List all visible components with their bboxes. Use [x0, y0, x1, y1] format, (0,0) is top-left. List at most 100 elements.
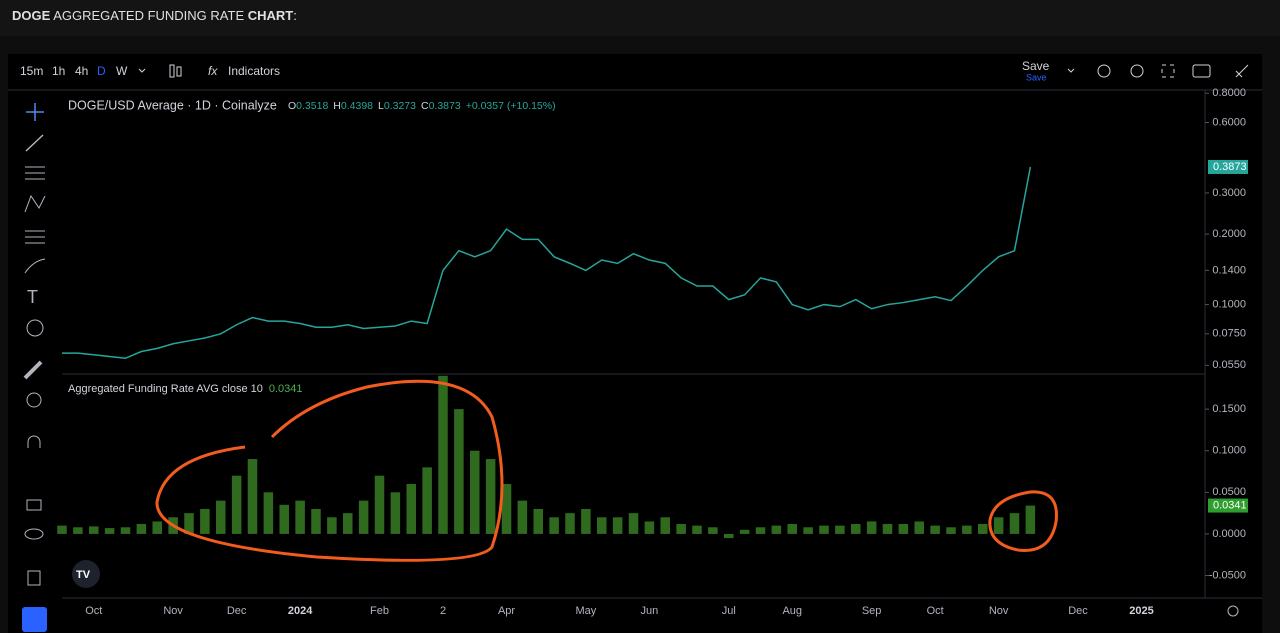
indicators-button[interactable]: Indicators [228, 64, 280, 78]
x-tick-label: Jun [641, 605, 659, 617]
crosshair-tool[interactable] [26, 103, 44, 121]
funding-bar [549, 517, 559, 534]
x-tick-label: Sep [862, 605, 882, 617]
funding-bar [311, 508, 321, 534]
projection-tool[interactable] [25, 230, 45, 244]
fx-icon[interactable]: fx [208, 64, 218, 78]
funding-bar [581, 508, 591, 534]
funding-bar [850, 523, 861, 534]
funding-bar [930, 525, 940, 534]
emoji-tool[interactable] [26, 319, 44, 337]
funding-bar [184, 513, 194, 534]
header-bar [0, 0, 1280, 36]
funding-bar [136, 523, 147, 534]
price-legend: DOGE/USD Average · 1D · Coinalyze [68, 98, 277, 112]
funding-bar [739, 529, 750, 534]
favorites-button[interactable] [22, 607, 47, 632]
price-line [62, 166, 1032, 359]
camera-icon[interactable] [1192, 64, 1211, 78]
text-tool[interactable]: T [27, 287, 38, 307]
ohlc-value: 0.4398 [341, 100, 373, 112]
title-part: CHART [248, 8, 294, 23]
funding-bar [390, 492, 401, 534]
candle-icon[interactable] [169, 64, 175, 78]
funding-bar [723, 533, 734, 539]
y-tick-label: 0.0550 [1212, 359, 1246, 371]
search-icon[interactable] [1097, 64, 1111, 78]
axis-settings[interactable] [1227, 605, 1239, 617]
y-tick-label: 0.1400 [1212, 264, 1246, 276]
ohlc-key: O [288, 100, 296, 112]
funding-value: 0.0341 [269, 383, 303, 395]
funding-bar [628, 513, 639, 534]
magnet-tool[interactable] [27, 435, 41, 448]
save-button[interactable]: Save [1022, 59, 1050, 73]
y-tick-label: 0.0000 [1212, 528, 1246, 540]
ohlc-value: 0.3273 [384, 100, 416, 112]
funding-bar [835, 525, 845, 534]
funding-bar [787, 523, 798, 534]
publish-icon[interactable] [1235, 64, 1249, 78]
funding-bar [692, 525, 702, 534]
funding-bar [962, 525, 972, 534]
title-part: : [293, 8, 297, 23]
interval[interactable]: 15m [20, 64, 43, 78]
chart-app [8, 54, 1262, 633]
ohlc-key: H [333, 100, 341, 112]
funding-bar [501, 484, 512, 534]
funding-bar [279, 504, 290, 534]
funding-bar [295, 500, 305, 534]
y-tick-label: 0.8000 [1212, 87, 1246, 99]
tv-logo[interactable] [72, 560, 100, 588]
funding-bar [485, 459, 496, 534]
y-tick-label: 0.3000 [1212, 187, 1246, 199]
dropdown-icon[interactable] [138, 68, 146, 73]
ruler-tool[interactable] [23, 360, 43, 380]
interval[interactable]: 1h [52, 64, 65, 78]
ohlc-key: L [378, 100, 384, 112]
interval[interactable]: W [116, 64, 128, 78]
title-part: AGGREGATED FUNDING RATE [50, 8, 247, 23]
interval[interactable]: D [97, 64, 106, 78]
x-tick-label: Nov [163, 605, 183, 617]
trash-tool[interactable] [27, 570, 41, 586]
tv-logo-mark: TV [76, 569, 91, 581]
x-tick-label: Dec [227, 605, 247, 617]
funding-bar [533, 508, 544, 534]
funding-bar [104, 528, 115, 534]
interval[interactable]: 4h [75, 64, 88, 78]
funding-legend: Aggregated Funding Rate AVG close 10 0.03… [68, 383, 303, 395]
pattern-tool[interactable] [24, 194, 46, 213]
funding-bar [247, 459, 258, 534]
funding-bar [406, 484, 417, 534]
side-toolbar: T [22, 103, 47, 632]
dropdown-icon[interactable] [1067, 68, 1075, 73]
lock-tool[interactable] [26, 499, 42, 511]
funding-bar [263, 492, 274, 534]
last-funding-badge [1208, 498, 1248, 513]
settings-icon[interactable] [1130, 64, 1144, 78]
fullscreen-icon[interactable] [1161, 64, 1175, 78]
title-part: DOGE [12, 8, 51, 23]
funding-bar [612, 517, 623, 534]
y-tick-label: 0.2000 [1212, 228, 1246, 240]
funding-bar [866, 521, 877, 534]
fib-tool[interactable] [25, 166, 45, 180]
funding-bar [517, 500, 528, 534]
funding-bar [374, 475, 385, 534]
toolbar: 15m 1h 4h D W fx Indicators Save Save [20, 59, 1249, 82]
y-tick-label: 0.0500 [1212, 486, 1246, 498]
funding-bar [88, 526, 99, 534]
y-tick-label: 0.1000 [1212, 298, 1246, 310]
x-tick-label: Dec [1068, 605, 1088, 617]
funding-bar [565, 513, 575, 534]
candle-icon [176, 66, 182, 77]
brush-tool[interactable] [24, 258, 46, 274]
funding-bar [819, 525, 829, 534]
line-tool[interactable] [25, 134, 44, 152]
save-sub: Save [1026, 72, 1047, 82]
y-tick-label: 0.6000 [1212, 116, 1246, 128]
zoom-tool[interactable] [26, 392, 42, 408]
eye-tool[interactable] [24, 528, 44, 540]
